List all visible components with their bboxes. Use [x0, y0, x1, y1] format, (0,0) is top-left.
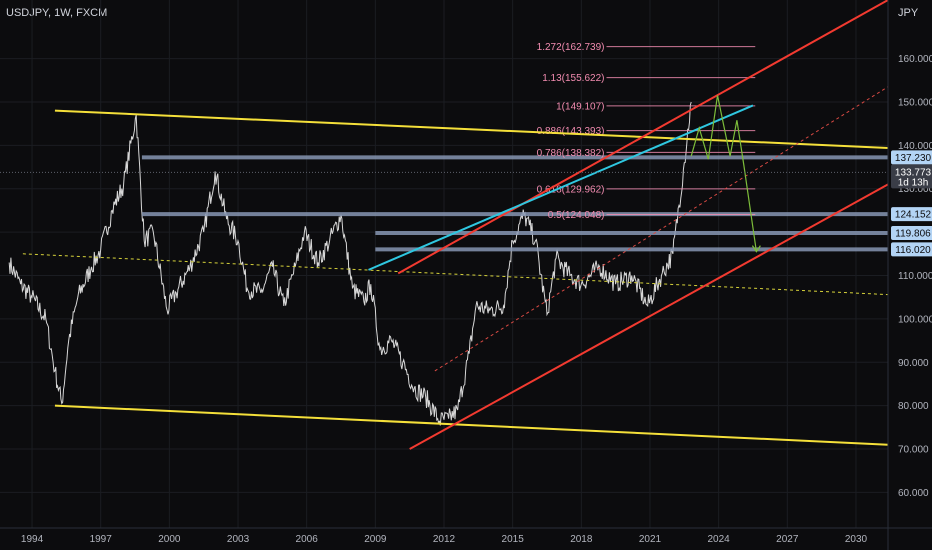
- x-tick-label: 2024: [708, 534, 731, 545]
- x-tick-label: 2006: [296, 534, 319, 545]
- trendline: [54, 404, 889, 446]
- current-price-text: 133.773: [895, 167, 932, 178]
- trendline: [54, 109, 889, 149]
- trendline: [368, 104, 754, 271]
- price-series: [8, 101, 692, 426]
- countdown-text: 1d 13h: [898, 177, 929, 188]
- y-tick-label: 110.000: [898, 271, 932, 282]
- x-tick-label: 2009: [364, 534, 387, 545]
- x-tick-label: 2012: [433, 534, 456, 545]
- fib-level-label: 1.13(155.622): [542, 73, 604, 84]
- grid: [0, 0, 888, 528]
- level-badge-text: 137.230: [895, 153, 932, 164]
- fib-level-label: 0.618(129.962): [537, 184, 605, 195]
- projection-path: [690, 95, 757, 252]
- level-badge: [891, 242, 932, 257]
- drawings: 1.272(162.739) 1.13(155.622) 1(149.107) 0.8…: [0, 0, 889, 450]
- y-tick-label: 60.000: [898, 488, 929, 499]
- x-tick-label: 2003: [227, 534, 250, 545]
- trendline: [397, 0, 889, 275]
- fib-level-label: 0.786(138.382): [537, 148, 605, 159]
- x-tick-label: 2021: [639, 534, 662, 545]
- y-tick-label: 80.000: [898, 401, 929, 412]
- trendline: [434, 86, 889, 372]
- chart-title: USDJPY, 1W, FXCM: [6, 7, 108, 19]
- fib-level-label: 0.886(143.393): [537, 126, 605, 137]
- y-tick-label: 150.000: [898, 97, 932, 108]
- fib-level-label: 0.5(124.048): [548, 210, 605, 221]
- level-badge: [891, 225, 932, 240]
- level-badge: [891, 150, 932, 165]
- level-badge-text: 116.020: [895, 245, 931, 256]
- level-badge-text: 124.152: [895, 210, 932, 221]
- current-price-badge: [891, 164, 932, 189]
- trendline: [409, 183, 889, 450]
- x-tick-label: 1997: [90, 534, 113, 545]
- trendline: [22, 253, 889, 296]
- x-tick-label: 2027: [776, 534, 799, 545]
- y-tick-label: 70.000: [898, 445, 929, 456]
- x-tick-label: 2015: [502, 534, 525, 545]
- x-tick-label: 1994: [21, 534, 44, 545]
- y-tick-label: 140.000: [898, 141, 932, 152]
- y-tick-label: 160.000: [898, 54, 932, 65]
- level-badge: [891, 207, 932, 222]
- y-tick-label: 130.000: [898, 184, 932, 195]
- x-tick-label: 2018: [570, 534, 593, 545]
- x-tick-label: 2000: [158, 534, 181, 545]
- level-badge-text: 119.806: [895, 228, 931, 239]
- fib-level-label: 1(149.107): [556, 101, 604, 112]
- y-tick-label: 90.000: [898, 358, 929, 369]
- fib-level-label: 1.272(162.739): [537, 42, 605, 53]
- currency-label: JPY: [898, 7, 919, 19]
- projection-arrowhead: [751, 245, 761, 253]
- y-tick-label: 100.000: [898, 314, 932, 325]
- price-line: [8, 101, 692, 426]
- x-tick-label: 2030: [845, 534, 868, 545]
